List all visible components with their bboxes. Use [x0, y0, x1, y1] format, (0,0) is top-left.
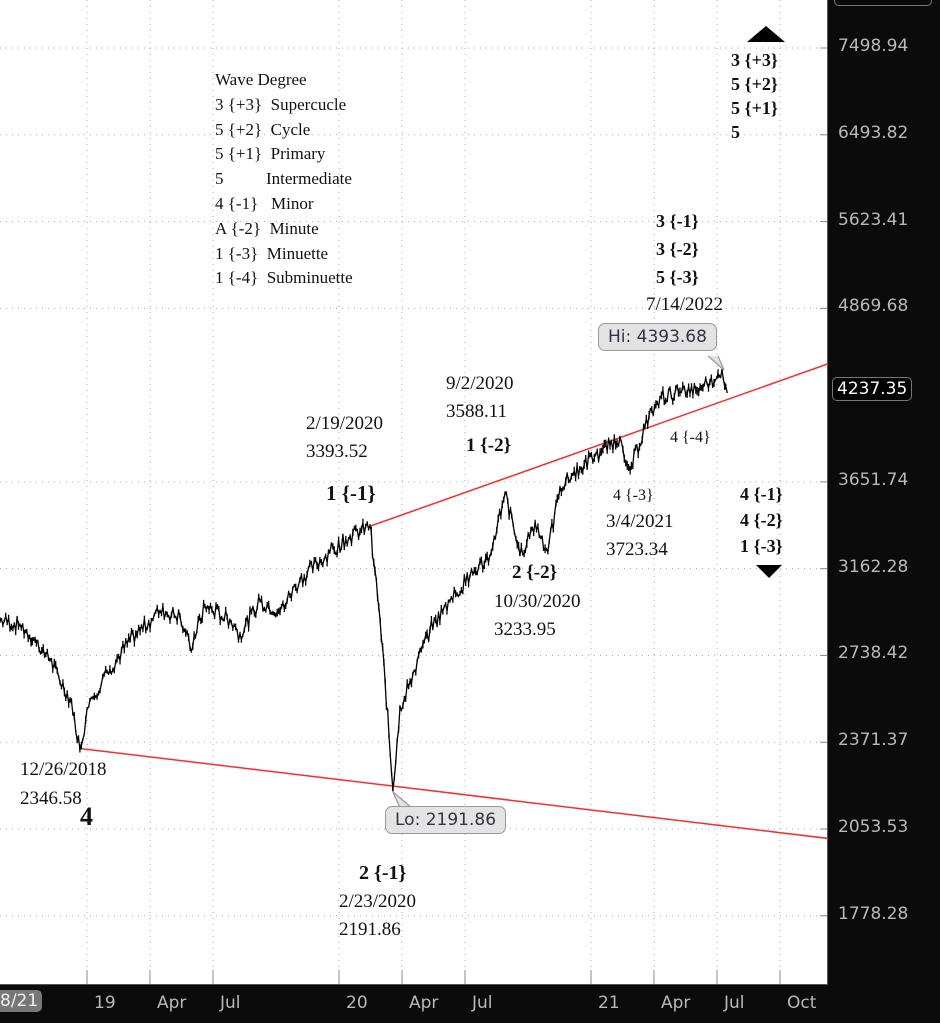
sep2020-label: 9/2/2020 3588.11: [446, 370, 514, 426]
wave-label: 5: [731, 122, 740, 142]
wave-label-peak: 3 {-1} 3 {-2} 5 {-3}: [656, 207, 699, 291]
x-tick-label: 20: [346, 993, 368, 1013]
legend-row: 1 {-3} Minuette: [215, 243, 329, 263]
wave-label: 5 {+2}: [731, 74, 778, 94]
wave-label-4: 4: [80, 802, 93, 831]
low-2018-label: 12/26/2018 2346.58: [20, 755, 107, 813]
legend-row: A {-2} Minute: [215, 218, 319, 238]
x-tick-label: Jul: [220, 993, 241, 1013]
x-tick-label: Apr: [409, 993, 439, 1013]
x-tick-label: Jul: [472, 993, 493, 1013]
lo-callout-pointer: [392, 791, 413, 809]
wave-label-right: 4 {-1} 4 {-2} 1 {-3}: [740, 481, 783, 559]
mar2021-label: 3/4/2021 3723.34: [606, 508, 674, 564]
annotation-date: 10/30/2020: [494, 591, 581, 612]
wave-label-2-minus2: 2 {-2}: [512, 562, 558, 583]
y-tick-label: 5623.41: [838, 209, 909, 230]
annotation-date: 9/2/2020: [446, 373, 514, 394]
y-tick-label: 3651.74: [838, 469, 909, 490]
y-tick-label: 4869.68: [838, 296, 909, 317]
wave-label: 3 {-1}: [656, 211, 699, 231]
annotation-value: 3588.11: [446, 401, 508, 422]
feb2020-label: 2/19/2020 3393.52: [306, 410, 383, 466]
x-tick-label: Apr: [661, 993, 691, 1013]
y-tick-label: 1778.28: [838, 903, 909, 924]
wave-label: 5 {+1}: [731, 98, 778, 118]
x-tick-label: 19: [94, 993, 116, 1013]
current-price-badge: 4237.35: [832, 377, 913, 401]
legend-row: 1 {-4} Subminuette: [215, 268, 353, 288]
wave-label-4-minus4: 4 {-4}: [670, 429, 711, 446]
annotation-date: 12/26/2018: [20, 759, 107, 780]
annotation-date: 3/4/2021: [606, 511, 674, 532]
price-line: [0, 370, 728, 790]
annotation-date: 2/23/2020: [339, 891, 417, 912]
wave-label-2-minus1: 2 {-1}: [359, 862, 407, 884]
annotation-value: 2346.58: [20, 788, 82, 809]
y-tick-label: 2738.42: [838, 643, 909, 664]
wave-label-1-minus2: 1 {-2}: [466, 435, 512, 456]
down-arrow-icon: [756, 565, 782, 578]
wave-label-1-minus1: 1 {-1}: [326, 481, 376, 505]
y-tick-label: 6493.82: [838, 122, 909, 143]
annotation-value: 2191.86: [339, 919, 401, 940]
wave-degree-legend: Wave Degree 3 {+3} Supercucle 5 {+2} Cyc…: [215, 68, 353, 291]
hi-callout-pointer: [707, 355, 725, 371]
lo-callout: Lo: 2191.86: [385, 806, 507, 834]
upper-trendline: [369, 363, 828, 527]
crash-label: 2/23/2020 2191.86: [339, 888, 416, 944]
legend-row: 5 Intermediate: [215, 169, 352, 189]
legend-title: Wave Degree: [215, 70, 307, 89]
annotation-value: 3233.95: [494, 619, 556, 640]
hi-callout: Hi: 4393.68: [598, 323, 717, 351]
up-arrow-icon: [747, 26, 785, 42]
wave-label-4-minus3: 4 {-3}: [613, 487, 654, 504]
annotation-value: 3723.34: [606, 539, 668, 560]
wave-label: 4 {-2}: [740, 510, 783, 530]
x-tick-label: Apr: [157, 993, 187, 1013]
chart-plot-area[interactable]: Wave Degree 3 {+3} Supercucle 5 {+2} Cyc…: [0, 0, 828, 985]
x-tick-label: Oct: [787, 993, 817, 1013]
lower-trendline: [79, 747, 828, 840]
y-tick-label: 2053.53: [838, 817, 909, 837]
wave-label: 3 {+3}: [731, 50, 778, 70]
legend-row: 5 {+2} Cycle: [215, 119, 311, 139]
legend-row: 3 {+3} Supercucle: [215, 94, 347, 114]
annotation-date: 2/19/2020: [306, 413, 384, 434]
wave-label: 4 {-1}: [740, 484, 783, 504]
oct2020-label: 10/30/2020 3233.95: [494, 588, 581, 644]
wave-label: 1 {-3}: [740, 536, 783, 556]
legend-row: 5 {+1} Primary: [215, 144, 326, 164]
wave-label-top-right: 3 {+3} 5 {+2} 5 {+1} 5: [731, 48, 778, 144]
price-chart: [0, 0, 828, 985]
legend-row: 4 {-1} Minor: [215, 193, 314, 213]
annotation-value: 3393.52: [306, 441, 368, 462]
x-tick-label: 21: [598, 993, 620, 1013]
y-tick-label: 2371.37: [838, 730, 909, 751]
peak-date: 7/14/2022: [646, 294, 724, 315]
y-tick-label: 7498.94: [838, 36, 909, 56]
x-tick-label: Jul: [724, 993, 745, 1013]
start-date-chip: 8/21: [0, 990, 43, 1012]
wave-label: 3 {-2}: [656, 239, 699, 259]
wave-label: 5 {-3}: [656, 267, 699, 287]
top-toolbar-button[interactable]: [834, 0, 932, 6]
y-tick-label: 3162.28: [838, 556, 909, 577]
